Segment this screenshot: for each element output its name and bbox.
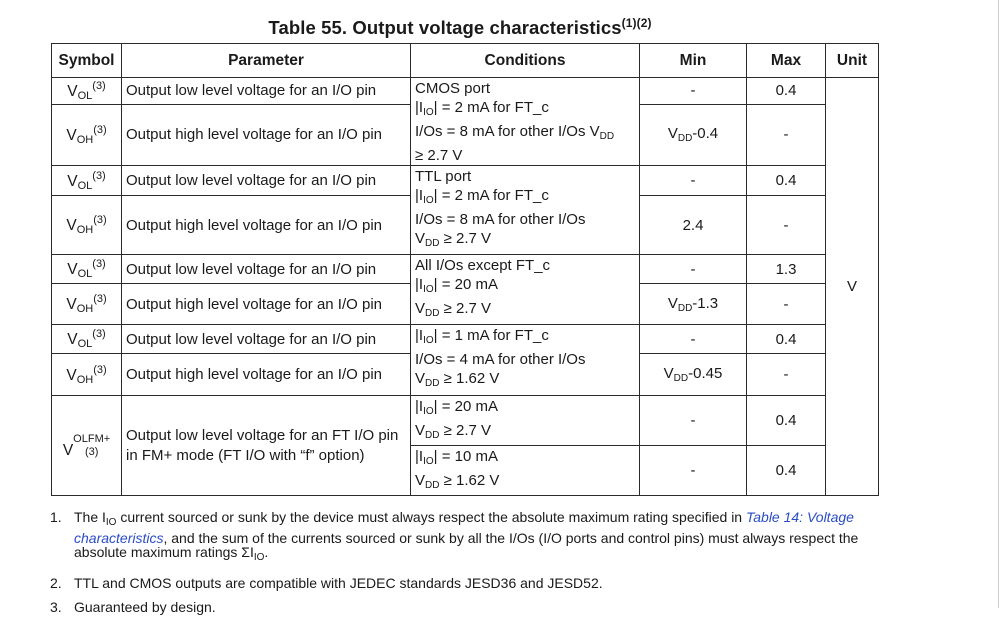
table-row: VOL(3) Output low level voltage for an I… <box>51 254 879 325</box>
parameter-cell: Output low level voltage for an FT I/O p… <box>121 395 411 496</box>
min-cell: - <box>639 165 747 196</box>
header-conditions: Conditions <box>410 43 640 78</box>
conditions-cell: |IIO| = 1 mA for FT_c I/Os = 4 mA for ot… <box>410 324 640 396</box>
symbol-cell: VOH(3) <box>51 283 122 325</box>
header-parameter: Parameter <box>121 43 411 78</box>
parameter-cell: Output high level voltage for an I/O pin <box>121 283 411 325</box>
table-14-link[interactable]: Table 14: Voltage characteristics <box>74 509 854 546</box>
table-row: VOLFM+ (3) Output low level voltage for a… <box>51 395 879 496</box>
table-row: VOH(3) Output high level voltage for an … <box>51 103 879 167</box>
symbol-cell: VOL(3) <box>51 324 122 354</box>
max-cell: 0.4 <box>746 77 826 105</box>
min-cell: VDD-0.4 <box>639 103 747 167</box>
conditions-cell: All I/Os except FT_c |IIO| = 20 mA VDD ≥… <box>410 254 640 325</box>
header-unit: Unit <box>825 43 879 78</box>
max-cell: 0.4 <box>746 324 826 354</box>
max-cell: - <box>746 195 826 255</box>
footnote-1: 1. The IIO current sourced or sunk by th… <box>50 509 859 563</box>
min-cell: - <box>639 324 747 354</box>
conditions-cell: CMOS port |IIO| = 2 mA for FT_c I/Os = 8… <box>410 77 640 166</box>
table-row: |IIO| = 10 mA VDD ≥ 1.62 V - 0.4 <box>52 445 879 496</box>
conditions-cell: |IIO| = 20 mA VDD ≥ 2.7 V <box>410 395 640 446</box>
max-cell: 1.3 <box>746 254 826 284</box>
min-cell: - <box>639 254 747 284</box>
parameter-cell: Output low level voltage for an I/O pin <box>121 165 411 196</box>
conditions-cell: |IIO| = 10 mA VDD ≥ 1.62 V <box>410 445 640 496</box>
min-cell: - <box>639 77 747 105</box>
parameter-cell: Output low level voltage for an I/O pin <box>121 254 411 284</box>
max-cell: 0.4 <box>746 395 826 446</box>
header-row: Symbol Parameter Conditions Min Max Unit <box>51 43 879 78</box>
conditions-cell: TTL port |IIO| = 2 mA for FT_c I/Os = 8 … <box>410 165 640 255</box>
symbol-cell: VOH(3) <box>51 195 122 255</box>
max-cell: - <box>746 103 826 167</box>
footnote-2: 2. TTL and CMOS outputs are compatible wi… <box>50 574 603 591</box>
table-row: VOH(3) Output high level voltage for an … <box>51 195 879 255</box>
table-row: VOL(3) Output low level voltage for an I… <box>51 165 879 255</box>
symbol-cell: VOL(3) <box>51 254 122 284</box>
parameter-cell: Output high level voltage for an I/O pin <box>121 103 411 167</box>
min-cell: - <box>639 445 747 496</box>
parameter-cell: Output high level voltage for an I/O pin <box>121 195 411 255</box>
table-row: VOH(3) Output high level voltage for an … <box>51 283 879 325</box>
header-max: Max <box>746 43 826 78</box>
min-cell: 2.4 <box>639 195 747 255</box>
min-cell: VDD-1.3 <box>639 283 747 325</box>
symbol-cell: VOL(3) <box>51 77 122 105</box>
max-cell: - <box>746 283 826 325</box>
parameter-cell: Output high level voltage for an I/O pin <box>121 353 411 396</box>
parameter-cell: Output low level voltage for an I/O pin <box>121 324 411 354</box>
table-row: VOL(3) Output low level voltage for an I… <box>51 77 879 496</box>
parameter-cell: Output low level voltage for an I/O pin <box>121 77 411 105</box>
max-cell: 0.4 <box>746 445 826 496</box>
table-row: VOH(3) Output high level voltage for an … <box>51 353 879 396</box>
footnote-3: 3. Guaranteed by design. <box>50 599 216 615</box>
min-cell: VDD-0.45 <box>639 353 747 396</box>
max-cell: 0.4 <box>746 165 826 196</box>
table-title: Table 55. Output voltage characteristics… <box>268 16 652 38</box>
symbol-cell: VOLFM+ (3) <box>51 395 122 496</box>
min-cell: - <box>639 395 747 446</box>
footnotes: 1. The IIO current sourced or sunk by th… <box>50 510 870 625</box>
header-min: Min <box>639 43 747 78</box>
output-voltage-table: Symbol Parameter Conditions Min Max Unit… <box>51 43 879 496</box>
unit-cell: V <box>825 77 879 496</box>
max-cell: - <box>746 353 826 396</box>
symbol-cell: VOL(3) <box>51 165 122 196</box>
table-row: VOL(3) Output low level voltage for an I… <box>51 324 879 396</box>
symbol-cell: VOH(3) <box>51 353 122 396</box>
header-symbol: Symbol <box>51 43 122 78</box>
symbol-cell: VOH(3) <box>51 103 122 167</box>
